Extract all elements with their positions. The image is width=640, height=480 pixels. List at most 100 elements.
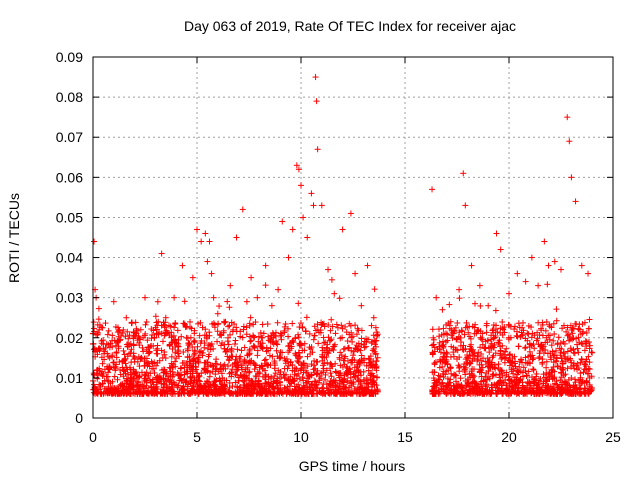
data-point [370,314,377,321]
data-point [350,348,357,355]
data-point [282,320,289,327]
data-point [530,366,537,373]
data-point [548,342,555,349]
data-point [503,382,510,389]
data-point [449,335,456,342]
data-point [225,323,232,330]
data-point [225,341,232,348]
data-point [456,286,463,293]
y-tick-label: 0.04 [56,250,83,266]
data-point [124,328,131,335]
data-point [300,214,307,221]
data-point [217,361,224,368]
data-point [430,375,437,382]
data-point [452,324,459,331]
data-point [511,353,518,360]
data-point [95,316,102,323]
data-point [99,324,106,331]
data-point [553,306,560,313]
data-point [328,361,335,368]
data-point [226,379,233,386]
data-point [177,365,184,372]
data-point [340,346,347,353]
data-point [174,327,181,334]
data-point [514,270,521,277]
data-point [239,206,246,213]
data-point [492,307,499,314]
data-point [444,337,451,344]
data-point [327,337,334,344]
data-point [150,327,157,334]
data-point [328,276,335,283]
data-point [525,353,532,360]
data-point [104,331,111,338]
data-point [439,306,446,313]
data-point [154,342,161,349]
data-point [355,359,362,366]
data-point [158,250,165,257]
data-point [478,378,485,385]
data-point [181,298,188,305]
data-point [180,320,187,327]
data-point [310,202,317,209]
data-point [333,321,340,328]
data-point [272,370,279,377]
data-point [463,319,470,326]
data-point [102,320,109,327]
data-point [495,361,502,368]
data-point [279,218,286,225]
data-point [570,335,577,342]
data-point [172,320,179,327]
data-point [477,344,484,351]
y-tick-label: 0.09 [56,49,83,65]
y-tick-labels: 0 0.01 0.02 0.03 0.04 0.05 0.06 0.07 0.08 0.09 [56,49,83,426]
data-point [285,362,292,369]
data-point [247,314,254,321]
data-point [331,343,338,350]
data-point [268,302,275,309]
data-point [515,320,522,327]
data-point [142,294,148,301]
data-point [337,349,344,356]
data-point [490,322,497,329]
data-point [306,330,313,337]
data-point [314,358,321,365]
data-point [313,98,320,105]
data-point [490,335,497,342]
data-point [315,340,322,347]
data-point [161,349,168,356]
data-point [194,226,200,233]
data-point [153,347,160,354]
data-point [229,366,236,373]
data-point [261,357,268,364]
data-points [90,74,596,397]
data-point [462,202,469,209]
data-point [492,326,499,333]
data-point [312,74,319,81]
data-point [365,367,372,374]
data-point [374,354,381,361]
data-point [452,372,459,379]
data-point [347,210,354,217]
data-point [471,300,478,307]
data-point [190,352,197,359]
data-point [318,319,325,326]
data-point [514,333,521,340]
data-point [138,355,145,362]
data-point [429,326,436,333]
data-point [577,359,584,366]
data-point [574,345,581,352]
data-point [111,373,118,380]
data-point [349,338,356,345]
data-point [324,359,331,366]
data-point [477,302,484,309]
data-point [350,352,357,359]
data-point [525,331,532,338]
data-point [588,349,595,356]
data-point [558,266,564,273]
data-point [551,351,558,358]
data-point [558,374,565,381]
data-point [331,290,338,297]
data-point [476,282,483,289]
data-point [542,327,549,334]
